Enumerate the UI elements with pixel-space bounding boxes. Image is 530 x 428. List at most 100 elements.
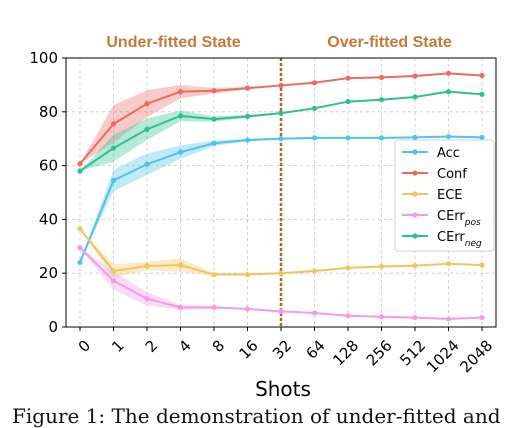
point-cerr-neg [110, 145, 117, 151]
legend-marker [412, 233, 418, 239]
point-acc [244, 137, 251, 143]
point-cerr-neg [144, 126, 150, 132]
point-cerr-neg [177, 113, 184, 119]
y-tick-label: 60 [39, 157, 58, 175]
point-conf [311, 80, 318, 86]
x-tick-label: 1 [108, 337, 127, 356]
point-acc [412, 134, 418, 140]
legend-label: CErrpos [437, 209, 481, 228]
point-acc [345, 135, 351, 141]
point-acc [144, 161, 150, 167]
legend-box [394, 139, 495, 252]
legend: Acc Conf ECE CErrpos CErrneg [394, 139, 495, 252]
annotation-over-fitted: Over-fitted State [327, 34, 452, 51]
point-cerr-neg [445, 89, 452, 95]
point-conf [177, 89, 184, 95]
x-tick-label: 2 [142, 337, 161, 356]
point-cerr-pos [211, 304, 217, 310]
legend-label: Conf [437, 167, 467, 182]
point-cerr-pos [445, 316, 452, 322]
point-conf [345, 75, 351, 81]
point-cerr-pos [479, 314, 485, 321]
figure-caption: Figure 1: The demonstration of under-fit… [12, 404, 501, 428]
legend-marker [412, 191, 418, 197]
point-cerr-pos [311, 310, 318, 316]
x-tick-label: 64 [303, 337, 329, 363]
point-ece [110, 268, 117, 274]
point-cerr-pos [177, 304, 184, 310]
point-ece [412, 263, 418, 269]
point-ece [378, 263, 385, 270]
point-cerr-neg [412, 94, 418, 100]
point-ece [77, 226, 83, 232]
x-tick-label: 128 [329, 337, 362, 370]
point-cerr-neg [479, 91, 485, 97]
x-tick-label: 1024 [423, 337, 463, 377]
point-conf [77, 161, 83, 167]
point-cerr-pos [244, 306, 251, 312]
point-acc [479, 134, 485, 140]
point-cerr-neg [278, 110, 284, 116]
point-conf [479, 72, 485, 79]
point-conf [244, 85, 251, 91]
legend-label: Acc [437, 146, 460, 161]
point-conf [278, 82, 284, 89]
point-acc [278, 136, 284, 142]
point-conf [412, 73, 418, 79]
point-conf [211, 88, 217, 94]
point-conf [378, 74, 385, 80]
y-tick-label: 40 [39, 210, 58, 228]
point-cerr-neg [378, 97, 385, 103]
x-axis-label: Shots [255, 377, 311, 401]
axes [62, 57, 497, 331]
point-cerr-neg [211, 116, 217, 122]
y-tick-label: 80 [39, 103, 58, 121]
x-tick-label: 256 [363, 337, 396, 370]
x-tick-label: 8 [209, 337, 228, 356]
point-cerr-neg [244, 113, 251, 119]
point-acc [378, 135, 385, 141]
point-ece [445, 261, 452, 267]
point-conf [110, 121, 117, 127]
point-conf [445, 70, 452, 76]
point-cerr-pos [412, 314, 418, 321]
point-ece [177, 262, 184, 268]
annotation-under-fitted: Under-fitted State [106, 34, 240, 51]
point-cerr-neg [77, 168, 83, 174]
y-tick-label: 100 [29, 49, 58, 67]
point-ece [144, 263, 150, 269]
point-cerr-pos [278, 308, 284, 314]
y-tick-label: 0 [48, 318, 58, 336]
legend-marker [412, 149, 418, 155]
point-acc [177, 149, 184, 155]
point-ece [211, 271, 217, 278]
series-points [77, 70, 485, 322]
point-acc [211, 140, 217, 146]
point-acc [77, 259, 83, 266]
band-cerr-neg [80, 91, 482, 171]
point-acc [110, 177, 117, 183]
point-cerr-neg [345, 98, 351, 105]
point-cerr-pos [110, 278, 117, 284]
x-tick-label: 2048 [457, 337, 497, 377]
x-tick-label: 4 [175, 337, 194, 356]
x-tick-label: 0 [75, 337, 94, 356]
point-ece [278, 270, 284, 276]
band-conf [80, 73, 482, 164]
point-conf [144, 101, 150, 107]
point-cerr-pos [378, 314, 385, 320]
x-tick-label: 32 [269, 337, 295, 363]
point-cerr-pos [144, 296, 150, 302]
point-cerr-pos [77, 245, 83, 251]
point-cerr-neg [311, 105, 318, 111]
legend-marker [412, 212, 418, 218]
legend-marker [412, 170, 418, 176]
x-tick-label: 16 [236, 337, 262, 363]
point-ece [311, 268, 318, 274]
point-cerr-pos [345, 313, 351, 319]
point-ece [345, 265, 351, 271]
y-tick-labels: 0 20 40 60 80 100 [29, 49, 58, 336]
point-acc [445, 133, 452, 140]
